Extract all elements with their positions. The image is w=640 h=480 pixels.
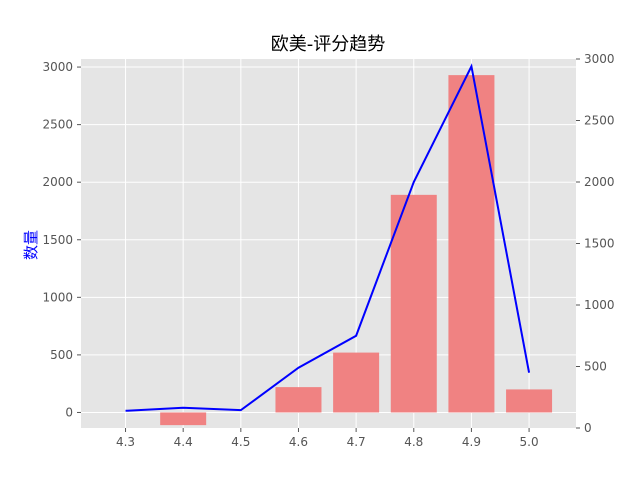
y-left-tick-label: 1500 (42, 233, 73, 247)
bar-4.7 (333, 352, 380, 413)
y-right-tick-label: 3000 (584, 52, 615, 66)
line-path (125, 63, 531, 412)
x-tick-label: 4.3 (116, 435, 135, 449)
chart-title: 欧美-评分趋势 (271, 34, 386, 55)
x-tick-label: 4.8 (404, 435, 423, 449)
y-left-tick-label: 2000 (42, 175, 73, 189)
bar-series (160, 75, 553, 426)
x-tick-label: 5.0 (520, 435, 539, 449)
bar-5.0 (506, 389, 553, 413)
bar-4.4 (160, 412, 207, 426)
plot-area (81, 59, 576, 428)
bar-4.6 (275, 387, 322, 413)
line-series (125, 63, 531, 412)
x-tick-label: 4.7 (347, 435, 366, 449)
y-left-tick-label: 0 (65, 405, 73, 419)
y-right-tick-label: 2000 (584, 175, 615, 189)
x-tick-label: 4.6 (289, 435, 308, 449)
x-axis: 4.3 4.4 4.5 4.6 4.7 4.8 4.9 5.0 (116, 428, 539, 449)
y-left-tick-label: 500 (50, 348, 73, 362)
bar-4.9 (448, 75, 495, 413)
y-left-tick-label: 2500 (42, 118, 73, 132)
bar-4.8 (390, 194, 437, 413)
y-left-tick-label: 3000 (42, 60, 73, 74)
y-axis-right: 0 500 1000 1500 2000 2500 3000 (576, 52, 615, 435)
y-right-tick-label: 500 (584, 360, 607, 374)
x-tick-label: 4.9 (462, 435, 481, 449)
y-axis-label: 数量 (22, 230, 40, 260)
x-tick-label: 4.5 (231, 435, 250, 449)
y-right-tick-label: 2500 (584, 114, 615, 128)
y-axis-left: 0 500 1000 1500 2000 2500 3000 (42, 60, 81, 419)
x-tick-label: 4.4 (174, 435, 193, 449)
y-left-tick-label: 1000 (42, 290, 73, 304)
y-right-tick-label: 1500 (584, 237, 615, 251)
y-right-tick-label: 1000 (584, 298, 615, 312)
y-right-tick-label: 0 (584, 421, 592, 435)
